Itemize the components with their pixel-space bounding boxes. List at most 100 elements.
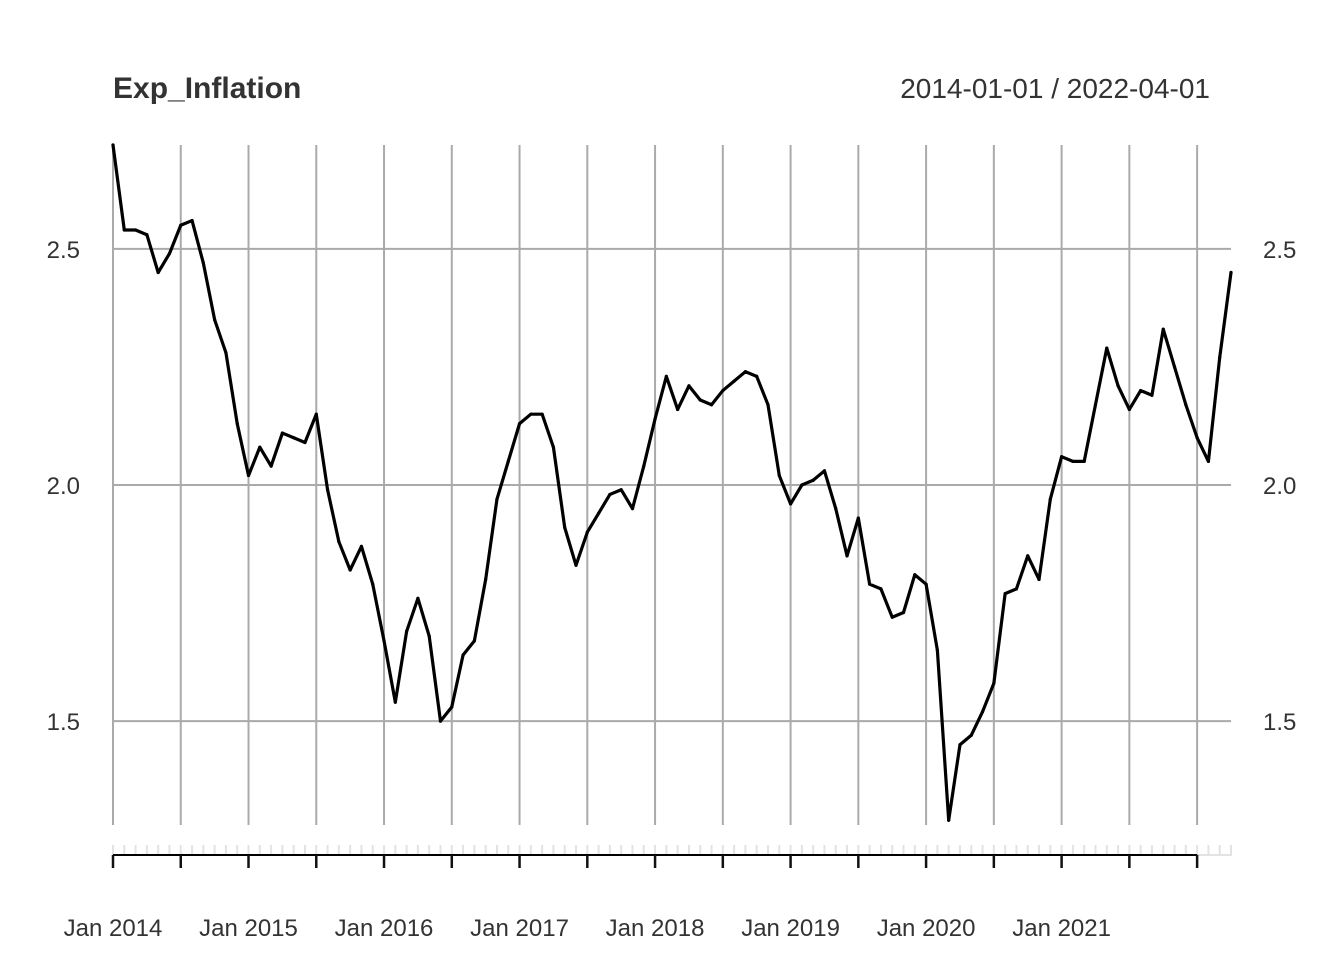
data-point	[551, 445, 556, 449]
data-point	[709, 403, 714, 407]
data-point	[969, 733, 973, 737]
data-point	[913, 573, 917, 577]
data-point	[980, 710, 985, 714]
data-point	[732, 379, 736, 383]
data-point	[1060, 455, 1064, 459]
data-point	[721, 388, 725, 393]
data-point	[822, 469, 827, 473]
data-point	[506, 459, 510, 463]
data-point	[405, 629, 409, 633]
data-point	[1116, 384, 1120, 388]
data-point	[1229, 270, 1233, 275]
data-point	[1139, 388, 1143, 393]
grid	[112, 145, 1231, 825]
x-tick-label: Jan 2017	[470, 915, 569, 942]
x-tick-label: Jan 2015	[199, 915, 298, 942]
data-point	[856, 516, 860, 520]
date-range-label: 2014-01-01 / 2022-04-01	[900, 73, 1210, 104]
data-point	[179, 223, 183, 227]
data-point	[348, 568, 352, 572]
data-point	[325, 488, 330, 492]
data-point	[133, 228, 138, 232]
y-tick-label-left: 2.5	[47, 237, 80, 264]
data-point	[1206, 459, 1211, 463]
x-tick-label: Jan 2020	[877, 915, 976, 942]
data-point	[834, 507, 838, 511]
data-point	[258, 445, 262, 449]
data-point	[676, 407, 680, 412]
data-point	[845, 554, 849, 558]
data-point	[472, 639, 476, 643]
data-point	[314, 412, 318, 416]
data-point	[122, 228, 126, 232]
data-point	[642, 464, 646, 468]
data-point	[687, 384, 691, 388]
y-tick-label-left: 2.0	[47, 473, 80, 500]
chart-title: Exp_Inflation	[113, 72, 301, 105]
data-point	[563, 525, 567, 530]
y-tick-label-right: 1.5	[1263, 709, 1296, 736]
data-point	[698, 398, 702, 402]
data-point	[574, 563, 578, 567]
x-tick-label: Jan 2014	[64, 915, 163, 942]
data-point	[145, 233, 149, 237]
data-point	[484, 577, 488, 582]
data-point	[1172, 365, 1177, 369]
data-point	[947, 818, 951, 822]
data-point	[156, 270, 160, 275]
data-point	[800, 483, 804, 487]
data-point	[292, 436, 296, 440]
data-point	[777, 473, 781, 478]
data-point	[1161, 327, 1165, 331]
data-point	[371, 582, 375, 586]
data-point	[393, 700, 397, 704]
data-point	[890, 615, 894, 619]
data-point	[337, 540, 341, 544]
data-point	[450, 705, 454, 709]
data-point	[585, 530, 589, 534]
data-point	[1048, 497, 1052, 501]
x-tick-label: Jan 2021	[1012, 915, 1111, 942]
data-point	[269, 464, 273, 468]
x-axis	[111, 845, 1232, 868]
x-tick-label: Jan 2016	[335, 915, 434, 942]
series-layer	[111, 143, 1233, 822]
data-point	[1105, 346, 1109, 350]
data-point	[788, 502, 793, 506]
data-point	[438, 719, 443, 723]
y-tick-label-right: 2.5	[1263, 237, 1296, 264]
x-tick-label: Jan 2018	[606, 915, 705, 942]
data-point	[517, 422, 522, 426]
data-point	[246, 473, 251, 478]
data-point	[766, 403, 770, 407]
data-point	[924, 582, 928, 586]
data-point	[1014, 587, 1019, 591]
data-point	[213, 318, 217, 322]
data-point	[630, 507, 635, 511]
series-line	[111, 143, 1233, 822]
data-point	[608, 492, 612, 497]
data-point	[359, 544, 364, 548]
x-tick-label: Jan 2019	[741, 915, 840, 942]
data-point	[619, 488, 623, 492]
data-point	[1026, 554, 1030, 558]
data-point	[879, 587, 883, 591]
data-point	[190, 218, 194, 223]
y-tick-label-right: 2.0	[1263, 473, 1296, 500]
data-point	[1150, 393, 1154, 397]
data-point	[596, 511, 601, 515]
data-point	[743, 370, 748, 374]
tick-labels: 1.5 1.5 2.0 2.0 2.5 2.5 Jan 2014 Jan 2015 Jan 20…	[47, 237, 1297, 942]
data-point	[1071, 459, 1075, 463]
data-point	[416, 596, 420, 600]
data-point	[1093, 403, 1098, 407]
data-point	[280, 431, 284, 435]
data-point	[1037, 577, 1041, 582]
data-point	[235, 422, 239, 426]
data-point	[935, 648, 939, 652]
data-point	[664, 374, 668, 378]
data-point	[958, 743, 962, 747]
data-point	[111, 143, 115, 147]
data-point	[540, 412, 544, 416]
